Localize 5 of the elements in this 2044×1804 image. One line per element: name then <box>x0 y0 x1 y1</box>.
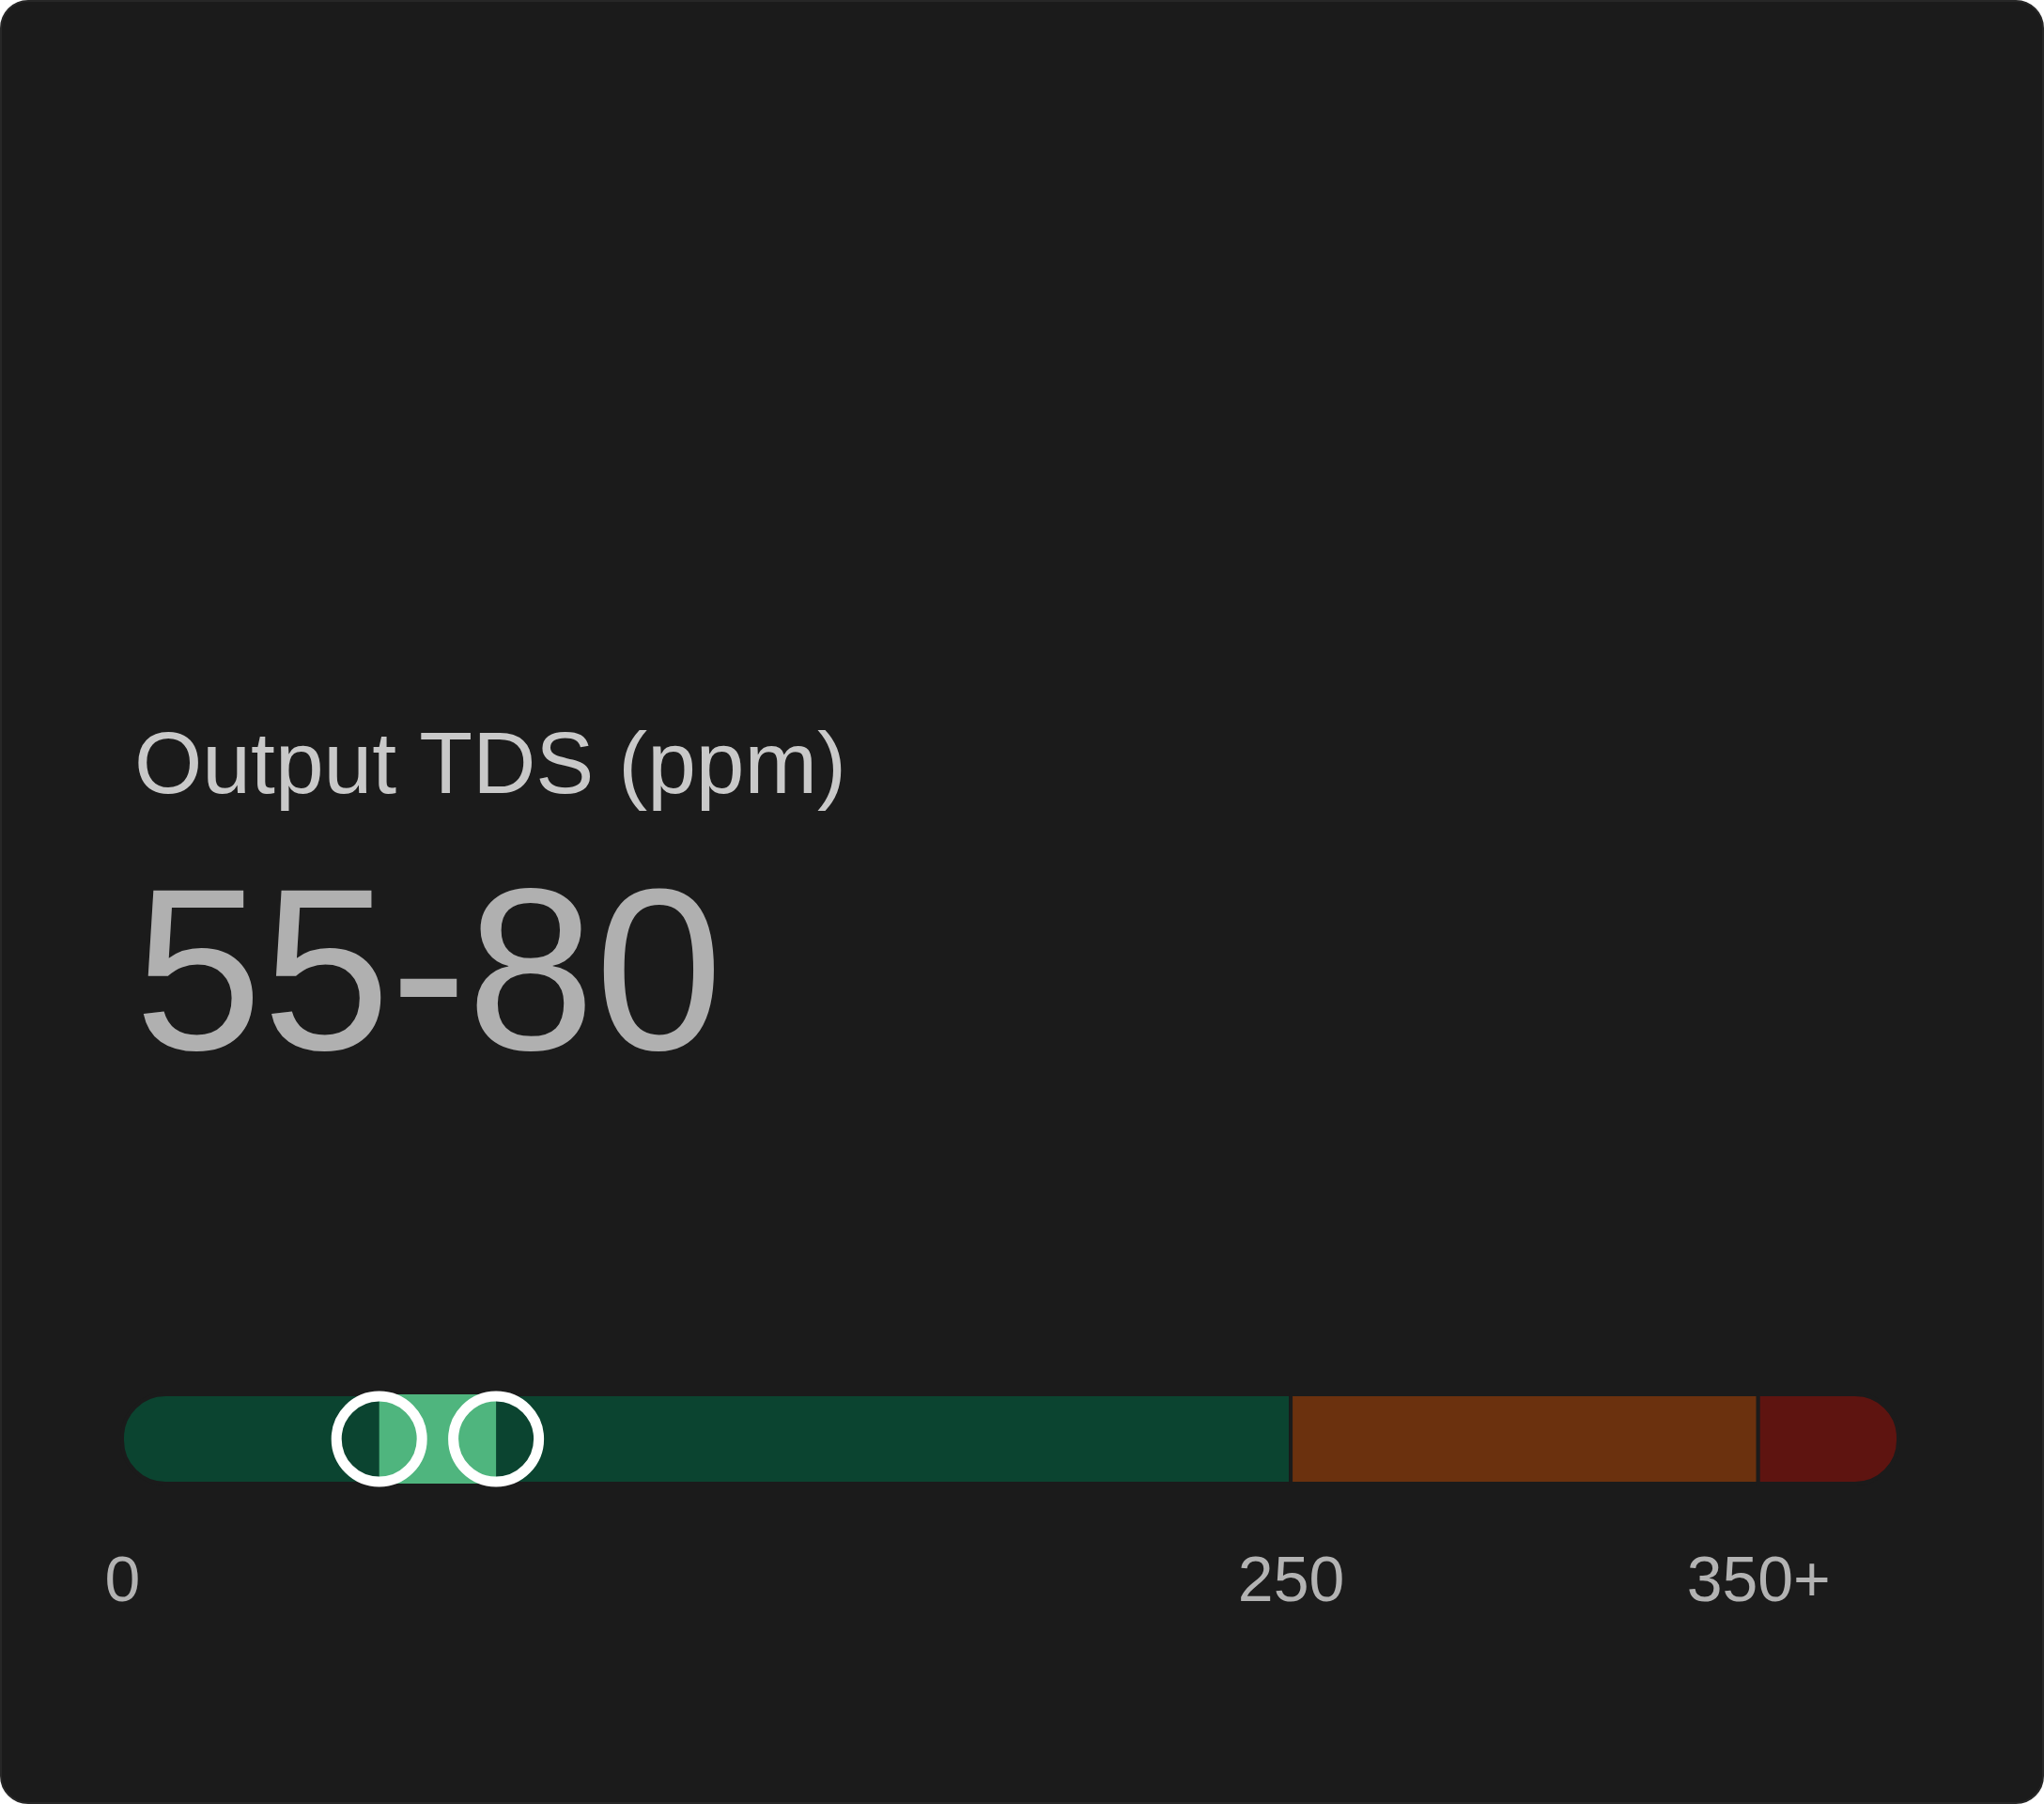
x-tick-label: 350+ <box>1686 1542 1831 1614</box>
chart-title: Output TDS (ppm) <box>134 714 847 812</box>
chart-subtitle: 55-80 <box>134 841 723 1098</box>
x-tick-label: 250 <box>1237 1542 1345 1614</box>
x-tick-label: 0 <box>104 1542 141 1614</box>
